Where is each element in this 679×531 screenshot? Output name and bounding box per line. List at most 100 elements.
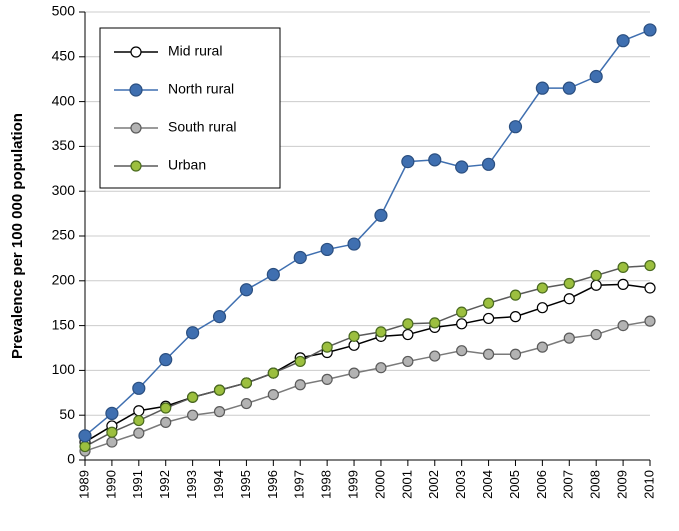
y-tick-label: 100: [52, 361, 76, 377]
series-marker-urban: [430, 318, 440, 328]
x-tick-label: 2004: [480, 470, 495, 499]
series-marker-north_rural: [590, 71, 602, 83]
series-marker-urban: [457, 307, 467, 317]
series-marker-mid_rural: [618, 279, 628, 289]
series-marker-north_rural: [106, 407, 118, 419]
y-tick-label: 400: [52, 92, 76, 108]
series-marker-north_rural: [536, 82, 548, 94]
series-marker-urban: [376, 327, 386, 337]
series-marker-urban: [215, 385, 225, 395]
series-marker-north_rural: [402, 156, 414, 168]
series-marker-south_rural: [295, 380, 305, 390]
x-tick-label: 2010: [641, 470, 656, 499]
x-tick-label: 1992: [157, 470, 172, 499]
series-marker-urban: [645, 261, 655, 271]
series-marker-south_rural: [349, 368, 359, 378]
prevalence-line-chart: 0501001502002503003504004505001989199019…: [0, 0, 679, 531]
series-marker-south_rural: [322, 374, 332, 384]
series-marker-urban: [268, 368, 278, 378]
legend-label: North rural: [168, 81, 234, 97]
series-marker-south_rural: [107, 437, 117, 447]
series-marker-urban: [161, 403, 171, 413]
series-marker-north_rural: [563, 82, 575, 94]
series-marker-south_rural: [376, 363, 386, 373]
x-tick-label: 2008: [588, 470, 603, 499]
series-marker-north_rural: [79, 430, 91, 442]
series-marker-urban: [134, 416, 144, 426]
legend-label: South rural: [168, 119, 236, 135]
legend-sample-marker: [131, 161, 141, 171]
series-marker-mid_rural: [591, 280, 601, 290]
x-tick-label: 2002: [426, 470, 441, 499]
series-marker-mid_rural: [403, 330, 413, 340]
series-marker-mid_rural: [484, 313, 494, 323]
y-axis-title: Prevalence per 100 000 population: [9, 113, 26, 359]
series-marker-urban: [484, 298, 494, 308]
series-marker-north_rural: [456, 161, 468, 173]
series-marker-mid_rural: [537, 303, 547, 313]
x-tick-label: 2005: [507, 470, 522, 499]
legend-sample-marker: [131, 123, 141, 133]
series-marker-south_rural: [188, 410, 198, 420]
series-marker-mid_rural: [134, 406, 144, 416]
series-marker-north_rural: [375, 209, 387, 221]
series-marker-north_rural: [509, 121, 521, 133]
series-marker-north_rural: [644, 24, 656, 36]
series-marker-north_rural: [187, 327, 199, 339]
legend-label: Mid rural: [168, 43, 222, 59]
series-marker-urban: [80, 442, 90, 452]
series-marker-south_rural: [241, 399, 251, 409]
series-marker-south_rural: [403, 356, 413, 366]
y-tick-label: 150: [52, 316, 76, 332]
series-marker-urban: [618, 262, 628, 272]
series-marker-urban: [591, 270, 601, 280]
series-marker-urban: [241, 378, 251, 388]
x-tick-label: 2001: [399, 470, 414, 499]
series-marker-south_rural: [591, 330, 601, 340]
series-marker-north_rural: [429, 154, 441, 166]
x-tick-label: 2006: [534, 470, 549, 499]
series-marker-north_rural: [617, 35, 629, 47]
x-tick-label: 1996: [265, 470, 280, 499]
series-marker-north_rural: [348, 238, 360, 250]
x-tick-label: 2009: [615, 470, 630, 499]
y-tick-label: 250: [52, 227, 76, 243]
y-tick-label: 500: [52, 3, 76, 19]
x-tick-label: 1998: [319, 470, 334, 499]
series-marker-urban: [403, 319, 413, 329]
series-marker-north_rural: [133, 382, 145, 394]
x-tick-label: 1994: [211, 470, 226, 499]
series-marker-south_rural: [484, 349, 494, 359]
series-marker-north_rural: [294, 252, 306, 264]
series-marker-north_rural: [483, 158, 495, 170]
series-marker-south_rural: [430, 351, 440, 361]
x-tick-label: 2000: [372, 470, 387, 499]
series-marker-urban: [322, 342, 332, 352]
series-marker-north_rural: [214, 311, 226, 323]
series-marker-south_rural: [161, 417, 171, 427]
series-marker-urban: [564, 278, 574, 288]
series-marker-south_rural: [537, 342, 547, 352]
y-tick-label: 200: [52, 272, 76, 288]
series-marker-mid_rural: [510, 312, 520, 322]
x-tick-label: 1999: [345, 470, 360, 499]
series-marker-south_rural: [564, 333, 574, 343]
series-marker-north_rural: [240, 284, 252, 296]
x-tick-label: 2003: [453, 470, 468, 499]
y-tick-label: 0: [67, 451, 75, 467]
series-marker-urban: [188, 392, 198, 402]
y-tick-label: 50: [59, 406, 75, 422]
series-marker-south_rural: [134, 428, 144, 438]
legend-label: Urban: [168, 157, 206, 173]
x-tick-label: 1997: [292, 470, 307, 499]
series-marker-urban: [537, 283, 547, 293]
series-marker-north_rural: [160, 354, 172, 366]
x-tick-label: 1990: [103, 470, 118, 499]
x-tick-label: 1995: [238, 470, 253, 499]
series-marker-south_rural: [215, 407, 225, 417]
series-marker-urban: [107, 427, 117, 437]
x-tick-label: 1991: [130, 470, 145, 499]
series-marker-urban: [295, 356, 305, 366]
series-marker-mid_rural: [645, 283, 655, 293]
x-tick-label: 2007: [561, 470, 576, 499]
